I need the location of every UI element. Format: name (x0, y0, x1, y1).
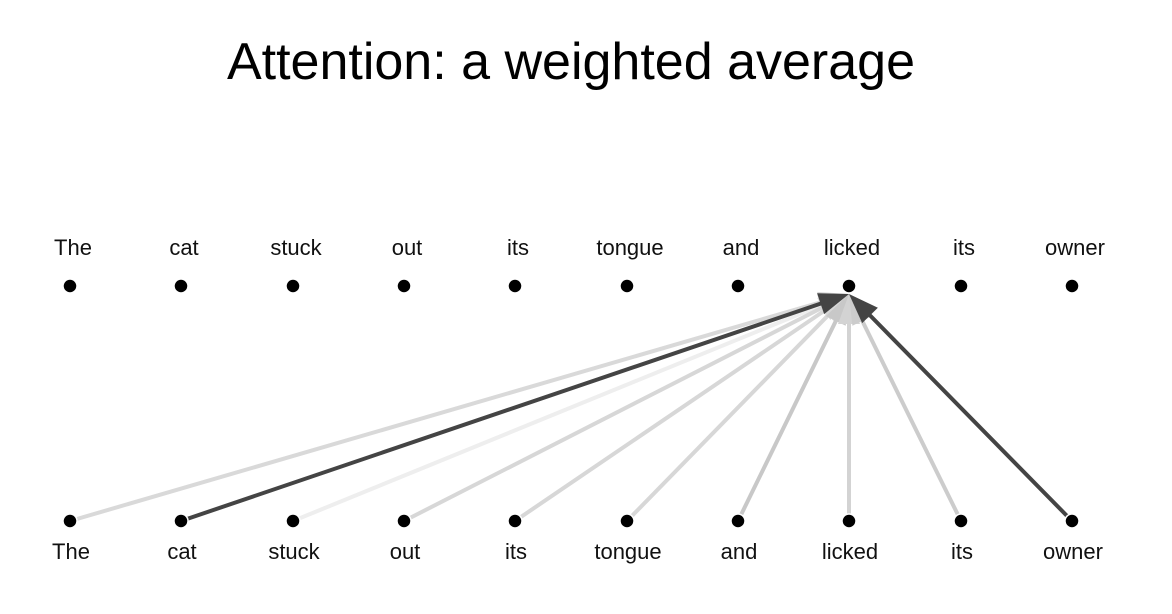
bottom-token-node (619, 513, 635, 529)
top-token-label: cat (169, 235, 198, 260)
top-token-node (841, 278, 857, 294)
top-token-node (62, 278, 78, 294)
bottom-token-label: its (505, 539, 527, 564)
attention-edge-2 (291, 294, 849, 523)
bottom-token-node (173, 513, 189, 529)
arrowhead (849, 294, 878, 324)
top-token-node (507, 278, 523, 294)
bottom-token-label: its (951, 539, 973, 564)
attention-edges (68, 291, 1074, 523)
edge-line (868, 313, 1074, 523)
attention-edge-9 (849, 294, 1074, 523)
attention-edge-7 (838, 294, 860, 523)
bottom-token-node (1064, 513, 1080, 529)
bottom-token-node (507, 513, 523, 529)
attention-edge-4 (513, 294, 849, 523)
edge-line (736, 318, 838, 523)
top-token-label: and (723, 235, 760, 260)
edge-line (179, 301, 823, 523)
token-labels: The cat stuck out its tongue and licked its owner… (52, 235, 1105, 564)
bottom-token-node (396, 513, 412, 529)
attention-edge-8 (849, 294, 963, 523)
top-token-node (953, 278, 969, 294)
top-token-node (173, 278, 189, 294)
bottom-token-label: stuck (268, 539, 320, 564)
top-token-node (730, 278, 746, 294)
bottom-token-label: owner (1043, 539, 1103, 564)
bottom-token-node (841, 513, 857, 529)
top-token-label: stuck (270, 235, 322, 260)
bottom-token-node (730, 513, 746, 529)
bottom-token-node (953, 513, 969, 529)
bottom-token-label: cat (167, 539, 196, 564)
bottom-token-label: tongue (594, 539, 661, 564)
bottom-token-label: The (52, 539, 90, 564)
top-token-label: its (507, 235, 529, 260)
attention-edge-0 (68, 291, 849, 523)
attention-edge-1 (179, 293, 849, 523)
edge-line (291, 303, 824, 523)
top-token-label: The (54, 235, 92, 260)
edge-line (860, 318, 963, 523)
edge-line (68, 300, 823, 523)
top-token-label: tongue (596, 235, 663, 260)
top-token-node (619, 278, 635, 294)
edge-line (513, 308, 827, 523)
arrowhead (817, 293, 849, 315)
top-token-node (285, 278, 301, 294)
top-token-label: licked (824, 235, 880, 260)
top-token-label: out (392, 235, 423, 260)
bottom-token-label: out (390, 539, 421, 564)
page-title: Attention: a weighted average (226, 33, 916, 91)
bottom-token-node (285, 513, 301, 529)
token-nodes (62, 278, 1080, 529)
top-token-node (396, 278, 412, 294)
bottom-token-label: licked (822, 539, 878, 564)
edge-line (402, 305, 825, 523)
bottom-token-node (62, 513, 78, 529)
edge-line (625, 313, 831, 523)
top-token-label: owner (1045, 235, 1105, 260)
attention-edge-3 (402, 294, 849, 523)
top-token-node (1064, 278, 1080, 294)
bottom-token-label: and (721, 539, 758, 564)
top-token-label: its (953, 235, 975, 260)
